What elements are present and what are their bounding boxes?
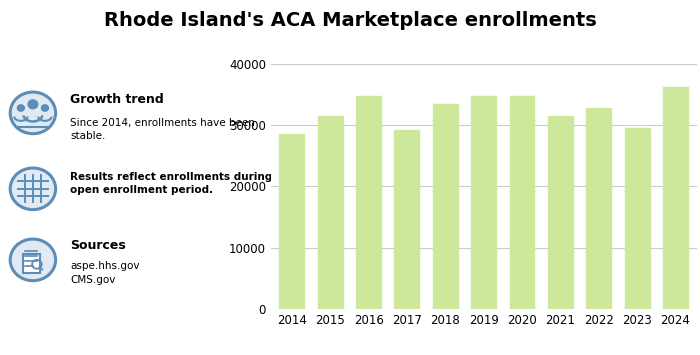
Bar xyxy=(586,108,611,309)
Bar xyxy=(395,130,419,309)
Circle shape xyxy=(10,92,55,134)
Text: .org™: .org™ xyxy=(17,333,54,343)
Text: Rhode Island's ACA Marketplace enrollments: Rhode Island's ACA Marketplace enrollmen… xyxy=(104,11,596,30)
Bar xyxy=(318,116,343,309)
Bar xyxy=(433,104,458,309)
FancyBboxPatch shape xyxy=(22,254,40,273)
Bar xyxy=(279,134,304,309)
Text: Growth trend: Growth trend xyxy=(70,93,164,106)
Text: health: health xyxy=(18,311,53,321)
Bar xyxy=(471,96,496,309)
Circle shape xyxy=(28,100,38,109)
Circle shape xyxy=(10,168,55,210)
Text: Sources: Sources xyxy=(70,239,126,252)
Bar xyxy=(356,96,381,309)
Text: insurance: insurance xyxy=(17,322,54,331)
Circle shape xyxy=(10,239,55,281)
Text: Results reflect enrollments during the
open enrollment period.: Results reflect enrollments during the o… xyxy=(70,172,295,195)
Bar xyxy=(663,87,688,309)
Text: Since 2014, enrollments have been
stable.: Since 2014, enrollments have been stable… xyxy=(70,118,256,141)
Text: aspe.hhs.gov
CMS.gov: aspe.hhs.gov CMS.gov xyxy=(70,261,140,285)
Bar xyxy=(510,96,535,309)
Circle shape xyxy=(41,105,48,111)
Circle shape xyxy=(18,105,24,111)
Bar xyxy=(548,116,573,309)
Bar xyxy=(624,128,650,309)
